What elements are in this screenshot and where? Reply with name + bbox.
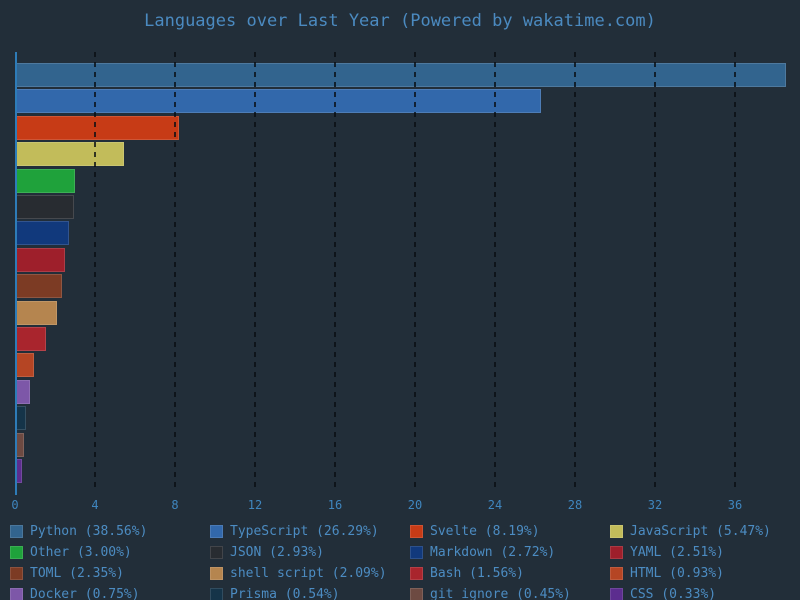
legend-item-docker: Docker (0.75%)	[10, 584, 210, 600]
legend-item-typescript: TypeScript (26.29%)	[210, 521, 410, 542]
legend-label-toml: TOML (2.35%)	[30, 566, 124, 581]
bar-shell-script	[15, 301, 57, 325]
legend-swatch-markdown	[410, 546, 423, 559]
gridline-24	[494, 52, 496, 492]
legend-swatch-toml	[10, 567, 23, 580]
bar-git-ignore	[15, 433, 24, 457]
legend-swatch-typescript	[210, 525, 223, 538]
legend-item-bash: Bash (1.56%)	[410, 563, 610, 584]
bar-prisma	[15, 406, 26, 430]
legend-label-git-ignore: git ignore (0.45%)	[430, 587, 571, 600]
legend-label-shell-script: shell script (2.09%)	[230, 566, 387, 581]
x-tick-label-0: 0	[11, 498, 19, 512]
legend-item-markdown: Markdown (2.72%)	[410, 542, 610, 563]
legend-swatch-javascript	[610, 525, 623, 538]
chart-title: Languages over Last Year (Powered by wak…	[144, 11, 656, 31]
bar-html	[15, 353, 34, 377]
x-tick-label-20: 20	[407, 498, 423, 512]
gridline-12	[254, 52, 256, 492]
gridline-20	[414, 52, 416, 492]
legend-label-markdown: Markdown (2.72%)	[430, 545, 556, 560]
legend-swatch-css	[610, 588, 623, 600]
legend-swatch-html	[610, 567, 623, 580]
bar-bash	[15, 327, 47, 351]
legend-swatch-bash	[410, 567, 423, 580]
legend-item-html: HTML (0.93%)	[610, 563, 796, 584]
bar-toml	[15, 274, 62, 298]
legend-label-css: CSS (0.33%)	[630, 587, 717, 600]
legend-swatch-yaml	[610, 546, 623, 559]
gridline-36	[734, 52, 736, 492]
legend-swatch-git-ignore	[410, 588, 423, 600]
legend-label-json: JSON (2.93%)	[230, 545, 324, 560]
legend-swatch-docker	[10, 588, 23, 600]
x-tick-label-28: 28	[567, 498, 583, 512]
legend-swatch-json	[210, 546, 223, 559]
legend-item-css: CSS (0.33%)	[610, 584, 796, 600]
legend-item-javascript: JavaScript (5.47%)	[610, 521, 796, 542]
legend-item-prisma: Prisma (0.54%)	[210, 584, 410, 600]
legend-label-bash: Bash (1.56%)	[430, 566, 524, 581]
legend-label-other: Other (3.00%)	[30, 545, 132, 560]
legend-label-python: Python (38.56%)	[30, 524, 148, 539]
legend-swatch-shell-script	[210, 567, 223, 580]
gridline-32	[654, 52, 656, 492]
x-tick-label-4: 4	[91, 498, 99, 512]
x-tick-label-32: 32	[647, 498, 663, 512]
plot-area: 0 4 8 12 16 20 24 28 32 36	[11, 52, 788, 512]
legend-label-docker: Docker (0.75%)	[30, 587, 140, 600]
bar-json	[15, 195, 74, 219]
legend-item-git-ignore: git ignore (0.45%)	[410, 584, 610, 600]
legend-label-html: HTML (0.93%)	[630, 566, 724, 581]
legend: Python (38.56%) TypeScript (26.29%) Svelte…	[10, 521, 796, 600]
legend-item-svelte: Svelte (8.19%)	[410, 521, 610, 542]
gridline-28	[574, 52, 576, 492]
gridline-4	[94, 52, 96, 492]
legend-swatch-other	[10, 546, 23, 559]
legend-label-prisma: Prisma (0.54%)	[230, 587, 340, 600]
legend-item-shell-script: shell script (2.09%)	[210, 563, 410, 584]
x-tick-label-12: 12	[247, 498, 263, 512]
legend-item-toml: TOML (2.35%)	[10, 563, 210, 584]
gridline-8	[174, 52, 176, 492]
x-tick-label-36: 36	[727, 498, 743, 512]
gridline-16	[334, 52, 336, 492]
bar-svelte	[15, 116, 179, 140]
bar-css	[15, 459, 22, 483]
legend-swatch-svelte	[410, 525, 423, 538]
bar-typescript	[15, 89, 541, 113]
bar-python	[15, 63, 787, 87]
legend-item-other: Other (3.00%)	[10, 542, 210, 563]
x-tick-label-8: 8	[171, 498, 179, 512]
x-tick-label-16: 16	[327, 498, 343, 512]
bar-yaml	[15, 248, 66, 272]
bar-docker	[15, 380, 30, 404]
legend-label-javascript: JavaScript (5.47%)	[630, 524, 771, 539]
legend-item-python: Python (38.56%)	[10, 521, 210, 542]
legend-swatch-python	[10, 525, 23, 538]
legend-swatch-prisma	[210, 588, 223, 600]
legend-label-yaml: YAML (2.51%)	[630, 545, 724, 560]
legend-label-typescript: TypeScript (26.29%)	[230, 524, 379, 539]
bar-other	[15, 169, 75, 193]
bar-markdown	[15, 221, 70, 245]
bar-javascript	[15, 142, 125, 166]
x-tick-label-24: 24	[487, 498, 503, 512]
legend-item-yaml: YAML (2.51%)	[610, 542, 796, 563]
legend-label-svelte: Svelte (8.19%)	[430, 524, 540, 539]
legend-item-json: JSON (2.93%)	[210, 542, 410, 563]
y-axis-line	[15, 52, 17, 495]
